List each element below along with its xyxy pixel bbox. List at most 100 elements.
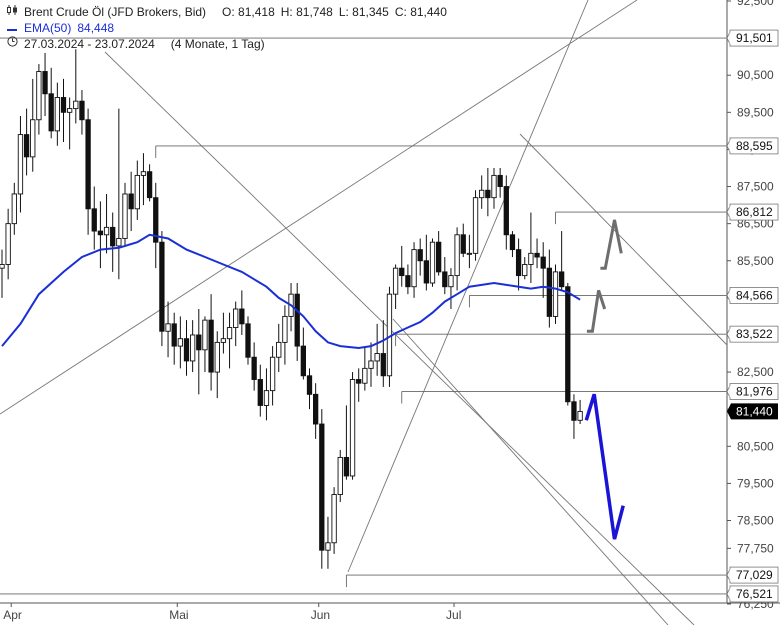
candle (239, 290, 245, 335)
price-level-badge-joint (729, 569, 731, 581)
candle (196, 308, 202, 395)
candle (411, 242, 417, 298)
x-axis: Apr Mai Jun Jul (3, 603, 461, 622)
ema-series (1, 233, 581, 350)
candle-body (103, 226, 110, 236)
horizontal-levels (0, 37, 727, 595)
candle (79, 90, 85, 135)
candle (559, 231, 565, 291)
price-level-badge: 84,566 (726, 287, 779, 304)
candle-body (300, 345, 306, 377)
ema-value: 84,448 (77, 21, 115, 35)
clock-icon (6, 36, 18, 52)
candle-body (165, 323, 171, 332)
y-tick-label: 80,500 (737, 439, 774, 453)
candle (460, 223, 466, 258)
candle (165, 301, 171, 358)
candle-body (140, 171, 147, 176)
candle-body (116, 238, 122, 247)
candle (11, 182, 17, 235)
projection-arrows (584, 219, 625, 540)
candle-body (189, 334, 196, 362)
open-value: O: 81,418 (222, 5, 275, 19)
price-level-badge: 91,501 (726, 29, 779, 47)
candle-body (17, 134, 24, 195)
candle-body (577, 410, 583, 421)
price-level-label: 86,812 (736, 205, 773, 219)
price-level-badge-joint (729, 206, 731, 218)
candle-body (0, 264, 5, 269)
candle (313, 383, 319, 439)
y-tick-label: 85,500 (737, 254, 774, 268)
candle (171, 312, 177, 365)
candle (269, 346, 276, 406)
candle-body (374, 353, 380, 362)
candle (565, 283, 571, 406)
candle (356, 368, 362, 402)
trendline (347, 0, 589, 573)
candle (337, 450, 343, 502)
candle-body (208, 319, 214, 373)
high-value: H: 81,748 (280, 5, 333, 19)
candle-body (411, 249, 417, 288)
candle-body (233, 308, 239, 328)
price-level-badge: 76,521 (726, 585, 779, 603)
candle (528, 212, 534, 284)
candle-body (48, 93, 54, 132)
candle-body (313, 393, 319, 425)
y-tick-label: 77,750 (737, 541, 774, 555)
candle-body (128, 193, 134, 210)
candle (349, 372, 356, 480)
candle-body (282, 315, 288, 343)
price-level-badge: 77,029 (726, 566, 779, 584)
price-level-label: 77,029 (736, 568, 773, 582)
candle (122, 182, 128, 246)
candle-body (491, 174, 497, 199)
candle (325, 516, 331, 569)
candle (73, 49, 79, 124)
candle (503, 175, 509, 250)
candle (429, 238, 436, 287)
legend-row-ema: EMA(50) 84,448 (6, 20, 447, 36)
candle (276, 323, 282, 373)
candle (202, 316, 208, 373)
candle (257, 364, 263, 417)
candle (534, 238, 540, 269)
candle (485, 167, 491, 217)
candle (331, 487, 337, 554)
candle-body (343, 456, 350, 477)
candle-body (436, 241, 442, 273)
candle-body (159, 241, 165, 332)
candle (442, 257, 448, 295)
price-level-badge-joint (729, 385, 731, 398)
candle-body (73, 100, 79, 110)
candle-body (36, 71, 42, 121)
candle (263, 368, 270, 421)
candle (362, 346, 368, 391)
candle (30, 78, 36, 172)
candle-body (528, 252, 534, 265)
candlestick-icon (6, 4, 18, 20)
candle (577, 399, 583, 425)
candle (110, 212, 116, 272)
y-axis: 76,25077,75078,50079,50080,50081,50082,5… (726, 0, 779, 611)
ema-label: EMA(50) (24, 21, 72, 35)
price-level-badge-joint (729, 289, 731, 302)
candle (571, 394, 577, 439)
candle-body (177, 338, 183, 347)
candle (48, 67, 54, 139)
candle-body (122, 193, 128, 239)
y-tick-label: 90,500 (737, 68, 774, 82)
candle-body (276, 341, 282, 358)
candle (245, 316, 251, 365)
candle (540, 242, 546, 298)
candle (368, 342, 374, 387)
candle-body (349, 379, 356, 477)
price-level-badge-joint (729, 328, 731, 340)
candle-body (251, 356, 257, 380)
candle (497, 167, 503, 198)
candle-body (503, 186, 509, 236)
candle-body (294, 293, 300, 347)
candle-body (183, 338, 190, 362)
